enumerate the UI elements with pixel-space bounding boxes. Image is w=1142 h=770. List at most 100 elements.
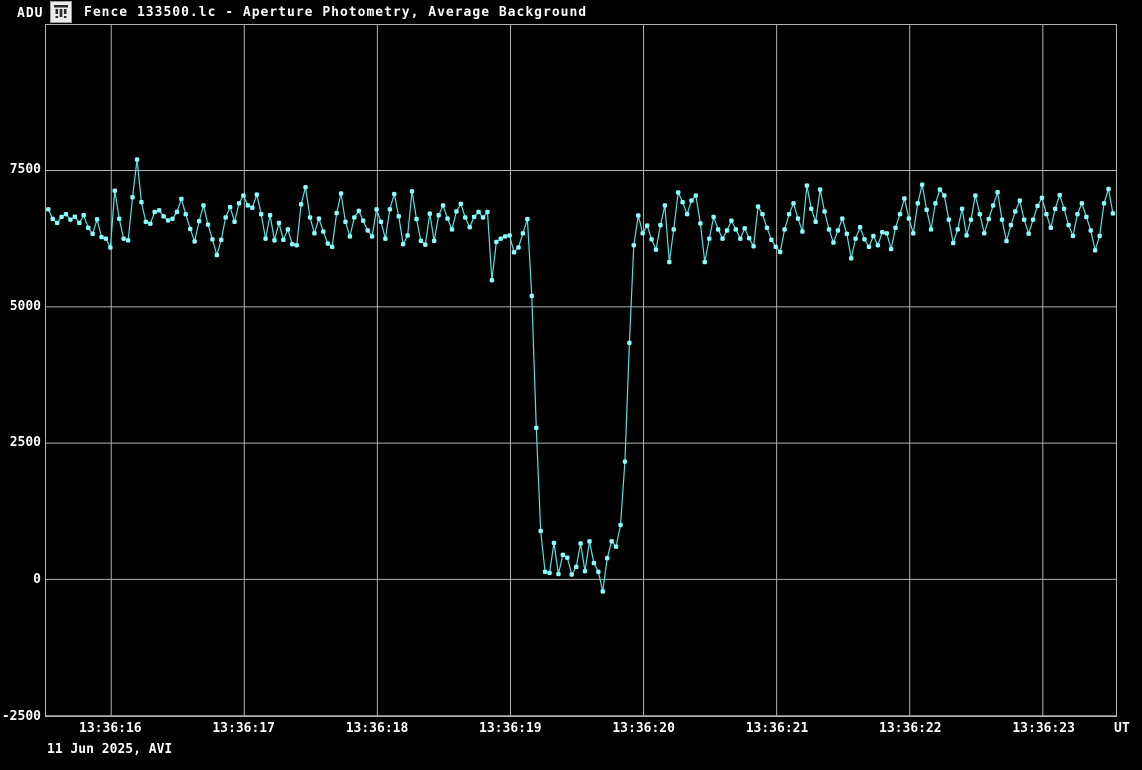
data-point [795, 216, 801, 221]
data-point [964, 233, 969, 238]
data-point [361, 218, 366, 223]
data-point [707, 236, 712, 241]
data-point [857, 225, 863, 230]
data-point [1075, 211, 1080, 217]
x-tick-label: 13:36:22 [879, 721, 942, 736]
data-point [982, 231, 987, 236]
data-point [307, 215, 313, 220]
data-point [1097, 233, 1102, 239]
data-point [902, 196, 907, 201]
data-point [343, 219, 348, 225]
data-point [352, 215, 357, 220]
data-point [294, 243, 299, 248]
data-point [746, 235, 752, 241]
data-point [108, 245, 113, 250]
data-point [227, 204, 233, 210]
data-point [786, 211, 792, 217]
data-point [254, 192, 260, 197]
data-point [329, 244, 335, 250]
data-point-markers [46, 157, 1116, 594]
data-point [773, 244, 778, 250]
data-point [321, 229, 326, 234]
data-point [946, 217, 952, 222]
data-point [112, 188, 117, 193]
x-tick-label: 13:36:20 [612, 721, 675, 736]
x-tick-label: 13:36:16 [79, 721, 142, 736]
data-point [476, 209, 481, 215]
data-point [1066, 222, 1071, 228]
data-point [1101, 201, 1107, 206]
data-point [835, 228, 841, 233]
data-point [1030, 217, 1036, 222]
data-point [281, 237, 286, 242]
data-point [715, 227, 721, 232]
data-point [622, 459, 628, 464]
data-point [1026, 231, 1031, 236]
data-point [161, 214, 166, 219]
window-title: Fence 133500.lc - Aperture Photometry, A… [84, 5, 588, 20]
data-point [720, 236, 725, 241]
x-tick-label: 13:36:18 [345, 721, 409, 736]
data-point [605, 555, 610, 561]
data-point [205, 222, 211, 227]
data-point [1035, 203, 1040, 209]
data-point [542, 569, 548, 575]
plot-area[interactable] [45, 24, 1117, 717]
data-point [973, 193, 978, 198]
data-point [179, 196, 184, 202]
data-point [609, 539, 614, 544]
data-point [613, 544, 619, 549]
data-point [915, 201, 920, 206]
data-point [134, 157, 140, 162]
data-point [560, 552, 566, 558]
data-point [840, 216, 845, 221]
data-point [188, 226, 193, 232]
data-point [471, 214, 477, 220]
data-point [578, 541, 583, 546]
data-point [396, 214, 401, 219]
y-tick-label: 2500 [9, 435, 41, 451]
app-icon [50, 1, 72, 23]
data-point [919, 182, 925, 187]
data-point [791, 201, 796, 206]
data-point [848, 256, 854, 261]
data-point [809, 206, 814, 211]
data-point [431, 238, 437, 244]
data-point [676, 190, 681, 195]
data-point [1004, 238, 1009, 244]
data-point [729, 218, 734, 223]
data-point [751, 244, 756, 249]
data-point [267, 213, 273, 218]
y-axis-unit-label: ADU [17, 6, 44, 21]
data-point [742, 226, 747, 231]
data-point [236, 201, 242, 206]
data-point [551, 540, 557, 546]
data-point [582, 569, 588, 574]
data-point [591, 560, 597, 566]
data-point [312, 231, 317, 236]
data-point [990, 203, 996, 208]
data-point [303, 185, 308, 190]
data-point [325, 241, 330, 246]
data-point [454, 209, 459, 214]
data-point [365, 228, 370, 233]
data-point [880, 230, 885, 235]
data-point [219, 237, 224, 242]
data-point [467, 225, 472, 230]
data-point [995, 190, 1000, 195]
data-point [1013, 209, 1018, 214]
data-point [241, 193, 246, 198]
data-point [511, 250, 517, 255]
data-point [574, 564, 579, 570]
data-point [165, 218, 171, 223]
data-point [986, 216, 991, 222]
data-point [911, 231, 916, 236]
data-point [378, 219, 384, 225]
data-point [875, 243, 881, 248]
data-point [862, 237, 867, 242]
data-point [1061, 206, 1067, 211]
y-tick-label: 5000 [9, 298, 41, 314]
data-point [290, 241, 295, 247]
data-point [596, 569, 601, 575]
